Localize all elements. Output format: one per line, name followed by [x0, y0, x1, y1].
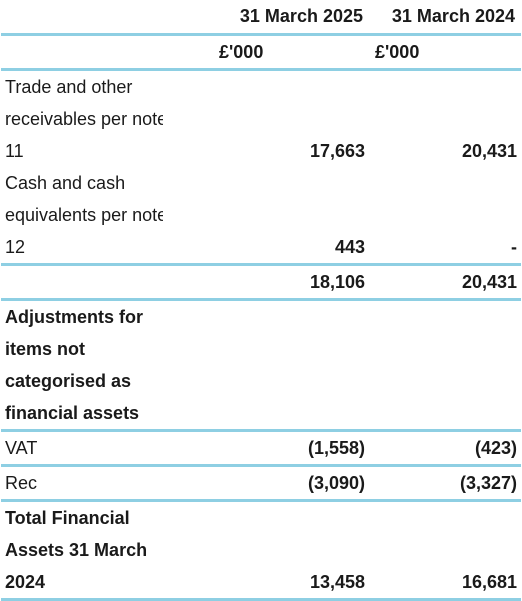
empty-cell — [369, 167, 521, 199]
subtotal-2024: 20,431 — [369, 264, 521, 301]
adjustments-label-line2: items not — [5, 339, 86, 359]
empty-cell — [369, 365, 521, 397]
empty-cell — [369, 534, 521, 566]
cash-row-1: Cash and cash — [1, 167, 521, 199]
receivables-row-2: receivables per note — [1, 103, 521, 135]
unit-2025: £'000 — [219, 42, 264, 62]
empty-cell — [163, 167, 369, 199]
empty-cell — [1, 264, 163, 301]
empty-cell — [369, 300, 521, 334]
total-2025: 13,458 — [163, 566, 369, 601]
adjustments-label-line3: categorised as — [5, 371, 132, 391]
unit-row: £'000 £'000 — [1, 35, 521, 70]
unit-label-cell — [1, 35, 163, 70]
unit-2024: £'000 — [375, 42, 420, 62]
total-label-line3: 2024 — [1, 566, 163, 601]
subtotal-row: 18,106 20,431 — [1, 264, 521, 301]
vat-2025: (1,558) — [163, 430, 369, 467]
receivables-label-line2: receivables per note — [5, 109, 163, 129]
cash-label-line2: equivalents per note — [5, 205, 163, 225]
cash-row-3: 12 443 - — [1, 231, 521, 266]
empty-cell — [369, 501, 521, 535]
empty-cell — [369, 397, 521, 432]
header-row: 31 March 2025 31 March 2024 — [1, 0, 521, 36]
rec-label: Rec — [1, 465, 163, 502]
total-label-line2: Assets 31 March — [5, 540, 148, 560]
total-row-1: Total Financial — [1, 501, 521, 535]
empty-cell — [369, 103, 521, 135]
empty-cell — [369, 70, 521, 104]
receivables-row-3: 11 17,663 20,431 — [1, 135, 521, 167]
adjustments-row-3: categorised as — [1, 365, 521, 397]
receivables-label-line3: 11 — [5, 141, 24, 161]
empty-cell — [369, 199, 521, 231]
vat-label: VAT — [1, 430, 163, 467]
cash-label-line3: 12 — [1, 231, 163, 266]
adjustments-row-1: Adjustments for — [1, 300, 521, 334]
empty-cell — [163, 199, 369, 231]
adjustments-row-4: financial assets — [1, 397, 521, 432]
rec-2024: (3,327) — [369, 465, 521, 502]
empty-cell — [369, 333, 521, 365]
empty-cell — [163, 365, 369, 397]
empty-cell — [163, 501, 369, 535]
total-label-line1: Total Financial — [5, 508, 130, 528]
header-label-cell — [1, 0, 163, 36]
cash-label-line1: Cash and cash — [5, 173, 126, 193]
receivables-row-1: Trade and other — [1, 69, 521, 104]
col-2024-header: 31 March 2024 — [369, 0, 521, 36]
cash-2024: - — [369, 231, 521, 266]
empty-cell — [163, 333, 369, 365]
total-row-2: Assets 31 March — [1, 534, 521, 566]
rec-row: Rec (3,090) (3,327) — [1, 465, 521, 502]
cash-row-2: equivalents per note — [1, 199, 521, 231]
total-row-3: 2024 13,458 16,681 — [1, 566, 521, 601]
total-2024: 16,681 — [369, 566, 521, 601]
receivables-2024: 20,431 — [461, 141, 517, 161]
col-2025-header: 31 March 2025 — [163, 0, 369, 36]
vat-row: VAT (1,558) (423) — [1, 430, 521, 467]
empty-cell — [163, 300, 369, 334]
empty-cell — [163, 103, 369, 135]
rec-2025: (3,090) — [163, 465, 369, 502]
adjustments-row-2: items not — [1, 333, 521, 365]
adjustments-label-line1: Adjustments for — [5, 307, 144, 327]
empty-cell — [163, 70, 369, 104]
subtotal-2025: 18,106 — [163, 264, 369, 301]
vat-2024: (423) — [369, 430, 521, 467]
empty-cell — [163, 397, 369, 432]
cash-2025: 443 — [163, 231, 369, 266]
adjustments-label-line4: financial assets — [1, 397, 163, 432]
receivables-label-line1: Trade and other — [5, 77, 133, 97]
receivables-2025: 17,663 — [309, 141, 365, 161]
empty-cell — [163, 534, 369, 566]
